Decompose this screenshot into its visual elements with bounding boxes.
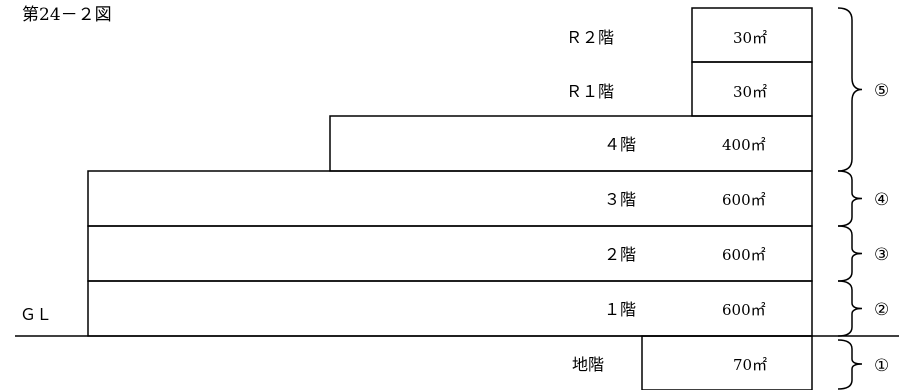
ground-level-label: ＧＬ bbox=[20, 305, 52, 324]
figure-title: 第24－２図 bbox=[22, 5, 112, 25]
basement-area: 70㎡ bbox=[733, 356, 767, 374]
floor-1-box bbox=[87, 280, 813, 337]
floor-3-area: 600㎡ bbox=[722, 191, 766, 209]
group-5-label: ⑤ bbox=[874, 81, 889, 101]
brace-1 bbox=[837, 339, 863, 390]
floor-1-label: １階 bbox=[604, 300, 636, 319]
floor-2-box bbox=[87, 225, 813, 282]
brace-3 bbox=[837, 225, 863, 282]
floor-3-box bbox=[87, 170, 813, 227]
brace-2 bbox=[837, 280, 863, 337]
floor-r1-area: 30㎡ bbox=[733, 83, 767, 101]
floor-1-area: 600㎡ bbox=[722, 301, 766, 319]
group-2-label: ② bbox=[874, 300, 889, 320]
basement-box bbox=[641, 335, 813, 390]
floor-4-label: ４階 bbox=[604, 135, 636, 154]
floor-2-label: ２階 bbox=[604, 245, 636, 264]
group-braces bbox=[837, 7, 863, 390]
brace-5 bbox=[837, 7, 863, 172]
floor-r2-label: Ｒ２階 bbox=[566, 28, 614, 47]
building-section bbox=[87, 7, 813, 390]
group-3-label: ③ bbox=[874, 245, 889, 265]
group-1-label: ① bbox=[874, 356, 889, 376]
brace-4 bbox=[837, 170, 863, 227]
basement-label: 地階 bbox=[572, 355, 604, 374]
floor-4-area: 400㎡ bbox=[722, 136, 766, 154]
group-4-label: ④ bbox=[874, 190, 889, 210]
floor-3-label: ３階 bbox=[604, 190, 636, 209]
floor-r2-area: 30㎡ bbox=[733, 29, 767, 47]
floor-2-area: 600㎡ bbox=[722, 246, 766, 264]
floor-r1-label: Ｒ１階 bbox=[566, 82, 614, 101]
